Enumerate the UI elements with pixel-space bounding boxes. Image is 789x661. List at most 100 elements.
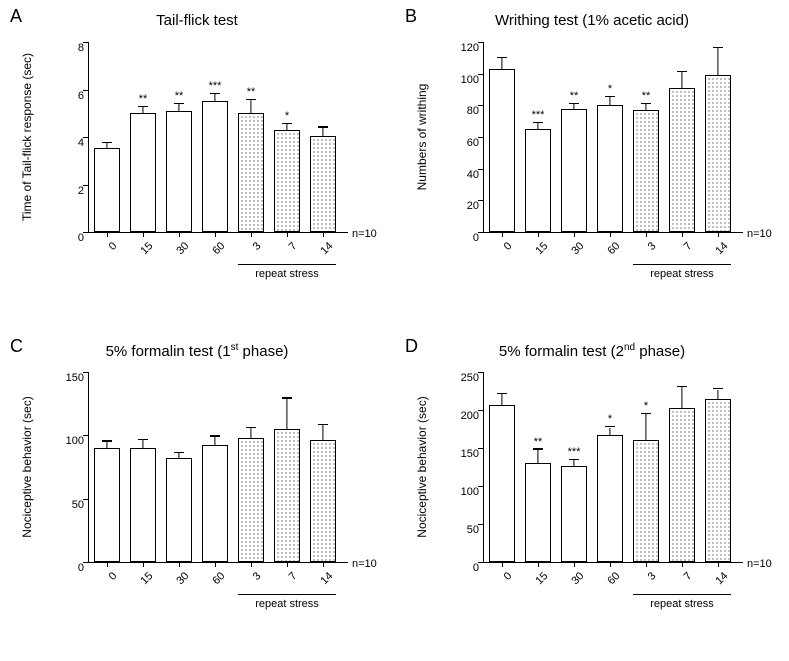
panel-C: C5% formalin test (1st phase)Nociceptive… xyxy=(0,330,394,660)
x-tick-mark xyxy=(107,562,108,567)
significance-marker: * xyxy=(633,401,659,412)
y-tick: 200 xyxy=(445,410,479,422)
x-tick-label: 30 xyxy=(162,240,192,270)
y-axis-ticks: 050100150200250 xyxy=(445,372,479,562)
y-tick: 8 xyxy=(50,42,84,54)
bar xyxy=(310,136,336,232)
x-tick-label: 0 xyxy=(485,240,515,270)
bar xyxy=(525,463,551,562)
bar-slot xyxy=(166,372,192,562)
y-axis-ticks: 020406080100120 xyxy=(445,42,479,232)
error-bar xyxy=(106,442,107,448)
x-axis-ticks: 01530603714 xyxy=(483,562,743,622)
bar xyxy=(202,445,228,562)
x-tick-mark xyxy=(323,562,324,567)
x-tick-label: 3 xyxy=(234,240,264,270)
bar-slot: ** xyxy=(166,42,192,232)
x-tick-mark xyxy=(646,562,647,567)
error-bar xyxy=(142,107,143,113)
x-tick-label: 3 xyxy=(629,240,659,270)
bar-slot xyxy=(489,42,515,232)
repeat-stress-label: repeat stress xyxy=(238,598,336,610)
error-bar xyxy=(645,414,646,441)
panel-title-C: 5% formalin test (1st phase) xyxy=(0,342,394,360)
y-axis-label: Nociceptive behavior (sec) xyxy=(20,372,40,562)
significance-marker: ** xyxy=(525,437,551,448)
bar-slot xyxy=(202,372,228,562)
error-bar xyxy=(501,394,502,405)
x-tick-label: 60 xyxy=(593,240,623,270)
bar xyxy=(130,113,156,232)
error-cap xyxy=(605,426,615,427)
bar-slot xyxy=(669,42,695,232)
bar xyxy=(238,113,264,232)
significance-marker: * xyxy=(274,111,300,122)
error-cap xyxy=(641,103,651,104)
x-tick-mark xyxy=(215,562,216,567)
y-tick: 60 xyxy=(445,137,479,149)
error-cap xyxy=(533,122,543,123)
error-cap xyxy=(713,47,723,48)
bar xyxy=(166,111,192,232)
bar-slot: * xyxy=(597,42,623,232)
error-cap xyxy=(102,142,112,143)
significance-marker: ** xyxy=(561,91,587,102)
x-tick-mark xyxy=(251,232,252,237)
x-tick-mark xyxy=(574,562,575,567)
x-tick-mark xyxy=(610,562,611,567)
bar-slot: *** xyxy=(202,42,228,232)
x-tick-label: 15 xyxy=(521,240,551,270)
error-cap xyxy=(641,413,651,414)
x-tick-label: 0 xyxy=(90,570,120,600)
bar xyxy=(238,438,264,562)
error-cap xyxy=(677,71,687,72)
error-cap xyxy=(677,386,687,387)
error-cap xyxy=(246,427,256,428)
y-axis-label: Time of Tail-flick response (sec) xyxy=(20,42,40,232)
x-tick-label: 30 xyxy=(162,570,192,600)
repeat-stress-label: repeat stress xyxy=(633,598,731,610)
bar-slot xyxy=(94,42,120,232)
repeat-stress-bracket xyxy=(238,264,336,265)
bars: ********** xyxy=(88,42,348,232)
x-tick-mark xyxy=(143,232,144,237)
x-tick-mark xyxy=(718,562,719,567)
bar xyxy=(669,88,695,232)
y-tick: 0 xyxy=(50,232,84,244)
significance-marker: ** xyxy=(633,91,659,102)
x-tick-mark xyxy=(107,232,108,237)
error-bar xyxy=(681,72,682,88)
bars xyxy=(88,372,348,562)
bar-slot: *** xyxy=(561,372,587,562)
bar-slot: ** xyxy=(633,42,659,232)
panel-title-A: Tail-flick test xyxy=(0,12,394,29)
error-bar xyxy=(717,48,718,75)
panel-title-B: Writhing test (1% acetic acid) xyxy=(395,12,789,29)
significance-marker: ** xyxy=(130,94,156,105)
x-tick-label: 7 xyxy=(665,240,695,270)
x-tick-label: 0 xyxy=(485,570,515,600)
y-tick: 150 xyxy=(50,372,84,384)
error-bar xyxy=(609,428,610,436)
error-cap xyxy=(138,106,148,107)
bar xyxy=(561,466,587,562)
y-tick: 250 xyxy=(445,372,479,384)
error-bar xyxy=(250,100,251,113)
error-cap xyxy=(138,439,148,440)
error-cap xyxy=(282,123,292,124)
x-tick-label: 0 xyxy=(90,240,120,270)
bar-slot xyxy=(705,372,731,562)
x-tick-mark xyxy=(179,562,180,567)
y-tick: 100 xyxy=(50,435,84,447)
x-axis-ticks: 01530603714 xyxy=(483,232,743,292)
error-bar xyxy=(573,460,574,466)
error-bar xyxy=(142,440,143,448)
bar-slot xyxy=(310,372,336,562)
bar xyxy=(274,429,300,562)
x-tick-mark xyxy=(538,562,539,567)
y-tick: 6 xyxy=(50,90,84,102)
error-bar xyxy=(717,390,718,399)
error-cap xyxy=(318,424,328,425)
bar xyxy=(94,448,120,562)
bar xyxy=(489,69,515,232)
